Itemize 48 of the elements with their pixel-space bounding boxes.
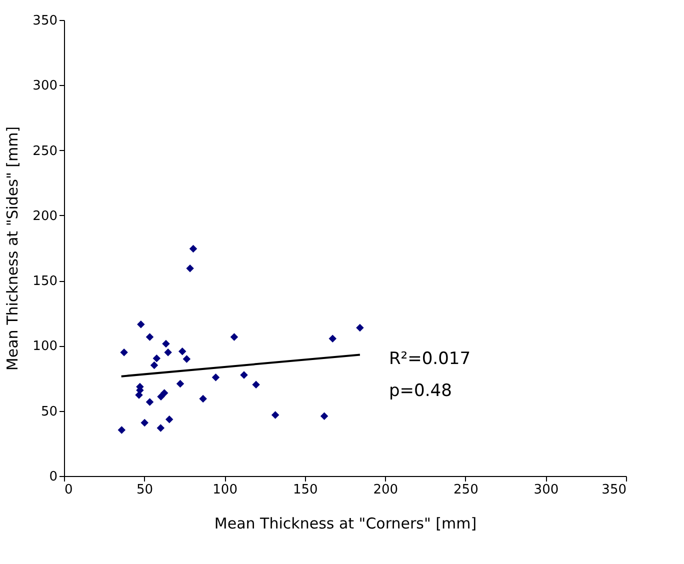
x-tick-label: 100 <box>212 482 238 498</box>
point <box>240 371 248 379</box>
x-tick-label: 150 <box>292 482 318 498</box>
point <box>189 244 198 253</box>
point <box>320 412 328 420</box>
y-axis-title: Mean Thickness at "Sides" [mm] <box>4 126 22 371</box>
point <box>164 348 172 356</box>
x-tick-label: 250 <box>454 482 478 498</box>
point <box>146 333 154 341</box>
y-tick-label: 200 <box>32 208 58 224</box>
y-tick-label: 150 <box>32 274 58 290</box>
point <box>118 426 126 434</box>
y-tick-label: 350 <box>32 14 58 28</box>
y-tick-label: 50 <box>40 404 58 420</box>
y-tick-label: 250 <box>32 144 58 159</box>
x-tick-label: 0 <box>64 482 73 498</box>
point <box>356 324 364 332</box>
point <box>150 361 158 370</box>
point <box>212 374 220 382</box>
point <box>328 334 337 343</box>
y-tick-label: 300 <box>32 78 58 94</box>
point <box>152 354 161 362</box>
point <box>199 394 207 403</box>
point <box>186 264 194 272</box>
annotation: R²=0.017 <box>389 349 471 369</box>
point <box>137 320 145 328</box>
x-tick-label: 350 <box>602 482 626 498</box>
point <box>271 411 280 419</box>
x-tick-label: 50 <box>136 482 154 498</box>
point <box>157 392 165 401</box>
y-tick-label: 0 <box>49 470 58 484</box>
point <box>146 398 154 406</box>
point <box>165 415 174 424</box>
annotation: p=0.48 <box>389 381 452 401</box>
point <box>140 418 148 427</box>
point <box>178 347 186 356</box>
point <box>120 348 128 356</box>
point <box>176 380 184 388</box>
point <box>162 340 170 348</box>
point <box>230 333 238 341</box>
point <box>182 355 191 363</box>
point <box>156 424 165 432</box>
point <box>135 391 143 399</box>
x-axis-title: Mean Thickness at "Corners" [mm] <box>214 514 477 532</box>
point <box>252 380 260 389</box>
x-tick-label: 300 <box>534 482 559 498</box>
y-tick-label: 100 <box>32 339 58 354</box>
x-tick-label: 200 <box>373 482 398 498</box>
